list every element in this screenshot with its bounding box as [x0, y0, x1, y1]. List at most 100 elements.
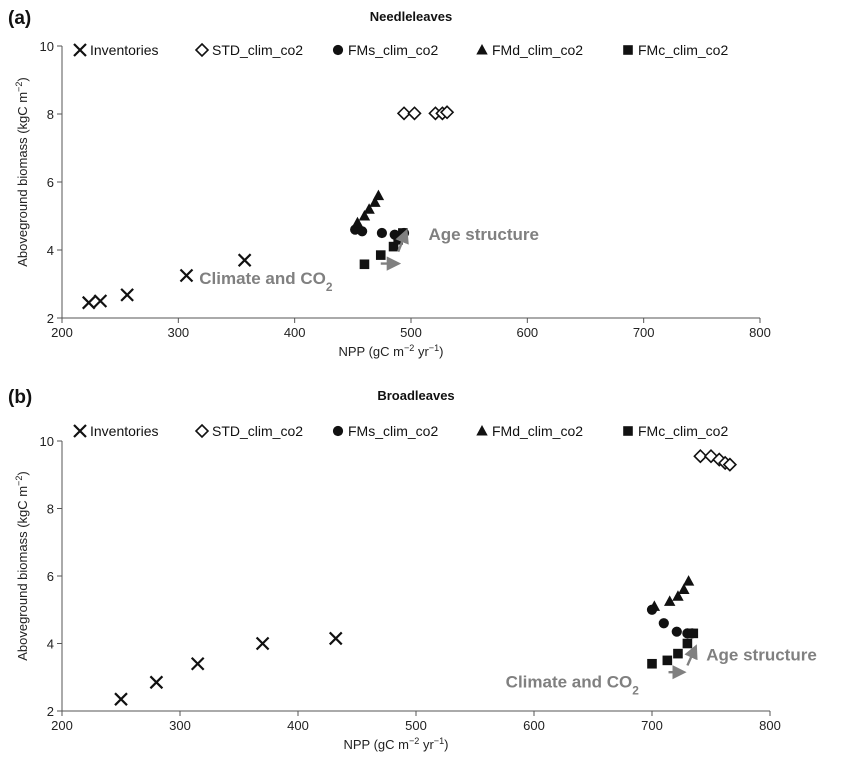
panel-label: (b): [8, 387, 32, 408]
y-tick-label: 8: [47, 502, 54, 517]
chart-panel-a: (a) Needleleaves 200 300 400 500 600 700 800 2 4 6 8…: [8, 8, 771, 359]
data-point: [396, 106, 412, 121]
data-point: [662, 655, 673, 666]
series-fmc-clim-co2: [647, 628, 699, 669]
legend-marker-diamond-open: [194, 423, 210, 439]
legend-item-fmc-clim-co2: FMc_clim_co2: [623, 42, 728, 58]
chart-title: Broadleaves: [377, 388, 454, 403]
legend-marker-x: [73, 43, 87, 57]
data-point: [388, 241, 399, 252]
legend-label: STD_clim_co2: [212, 42, 303, 58]
data-point: [93, 294, 108, 308]
data-point: [647, 658, 657, 669]
x-tick-label: 200: [51, 325, 73, 340]
y-tick-label: 8: [47, 107, 54, 122]
legend-label: FMs_clim_co2: [348, 42, 438, 58]
x-axis-label: NPP (gC m−2 yr−1): [338, 343, 443, 359]
y-tick-label: 2: [47, 311, 54, 326]
series-inventories: [81, 253, 252, 310]
legend-item-inventories: Inventories: [73, 42, 158, 58]
annotation-climate-and-co2: Climate and CO2: [199, 269, 333, 294]
y-tick-label: 10: [40, 39, 54, 54]
y-tick-label: 6: [47, 569, 54, 584]
legend-marker-square: [623, 426, 633, 436]
legend-item-fmd-clim-co2: FMd_clim_co2: [476, 42, 583, 58]
y-axis-label: Aboveground biomass (kgC m−2): [14, 471, 30, 661]
x-tick-label: 800: [749, 325, 771, 340]
data-point: [149, 675, 164, 690]
annotation-climate-and-co2: Climate and CO2: [506, 672, 640, 697]
data-point: [673, 648, 683, 659]
data-point: [255, 636, 270, 651]
y-tick-label: 4: [47, 637, 54, 652]
legend-marker-triangle: [476, 425, 488, 436]
x-tick-label: 600: [516, 325, 538, 340]
chart-title: Needleleaves: [370, 9, 452, 24]
data-point: [120, 288, 134, 302]
legend-label: FMd_clim_co2: [492, 42, 583, 58]
data-point: [351, 216, 364, 228]
needleleaves-scatter-chart: (a) Needleleaves 200 300 400 500 600 700 800 2 4 6 8…: [8, 8, 771, 359]
legend-label: Inventories: [90, 42, 158, 58]
series-std-clim-co2: [396, 105, 455, 121]
chart-panel-b: (b) Broadleaves 200 300 400 500 600 700 800 2 4 6 8 1…: [0, 379, 857, 758]
data-point: [682, 575, 695, 586]
legend-label: FMs_clim_co2: [348, 423, 438, 439]
series-fmd-clim-co2: [351, 189, 385, 228]
legend-item-fmd-clim-co2: FMd_clim_co2: [476, 423, 583, 439]
legend-label: STD_clim_co2: [212, 423, 303, 439]
legend-marker-diamond-open: [194, 42, 210, 58]
data-point: [648, 600, 661, 611]
age-structure-arrow: [395, 228, 409, 253]
data-point: [369, 196, 381, 207]
series-inventories: [114, 631, 343, 706]
series-std-clim-co2: [693, 449, 738, 472]
data-point: [359, 259, 370, 270]
data-point: [376, 227, 388, 239]
y-tick-label: 2: [47, 704, 54, 719]
y-tick-label: 6: [47, 175, 54, 190]
legend-marker-x: [73, 424, 87, 438]
data-point: [671, 626, 682, 637]
data-point: [328, 631, 343, 646]
legend-item-fms-clim-co2: FMs_clim_co2: [332, 423, 438, 439]
y-tick-label: 10: [40, 434, 54, 449]
data-point: [672, 590, 684, 601]
legend-item-std-clim-co2: STD_clim_co2: [194, 42, 303, 58]
x-tick-label: 300: [169, 718, 191, 733]
y-tick-label: 4: [47, 243, 54, 258]
data-point: [688, 628, 699, 639]
x-tick-label: 400: [287, 718, 309, 733]
legend-marker-square: [623, 45, 633, 55]
data-point: [439, 105, 455, 120]
data-point: [81, 295, 96, 310]
data-point: [682, 638, 693, 649]
x-tick-label: 700: [633, 325, 655, 340]
age-structure-arrow: [684, 644, 698, 666]
legend-label: FMc_clim_co2: [638, 423, 728, 439]
data-point: [237, 253, 252, 267]
x-axis-label: NPP (gC m−2 yr−1): [343, 736, 448, 752]
legend-label: FMc_clim_co2: [638, 42, 728, 58]
data-point: [722, 457, 738, 472]
data-point: [179, 268, 194, 283]
legend-label: FMd_clim_co2: [492, 423, 583, 439]
y-axis-label: Aboveground biomass (kgC m−2): [14, 77, 30, 267]
series-fmd-clim-co2: [648, 575, 695, 611]
data-point: [114, 692, 128, 706]
broadleaves-scatter-chart: (b) Broadleaves 200 300 400 500 600 700 800 2 4 6 8 1…: [8, 387, 817, 752]
x-tick-label: 500: [405, 718, 427, 733]
x-tick-label: 300: [167, 325, 189, 340]
annotation-age-structure: Age structure: [706, 645, 817, 664]
x-tick-label: 800: [759, 718, 781, 733]
legend-item-std-clim-co2: STD_clim_co2: [194, 423, 303, 439]
data-point: [190, 656, 205, 671]
data-point: [678, 583, 690, 594]
data-point: [664, 595, 676, 606]
x-tick-label: 600: [523, 718, 545, 733]
panel-label: (a): [8, 8, 31, 29]
legend-item-inventories: Inventories: [73, 423, 158, 439]
x-tick-label: 700: [641, 718, 663, 733]
annotation-age-structure: Age structure: [428, 225, 539, 244]
axis-lines: [61, 441, 770, 712]
